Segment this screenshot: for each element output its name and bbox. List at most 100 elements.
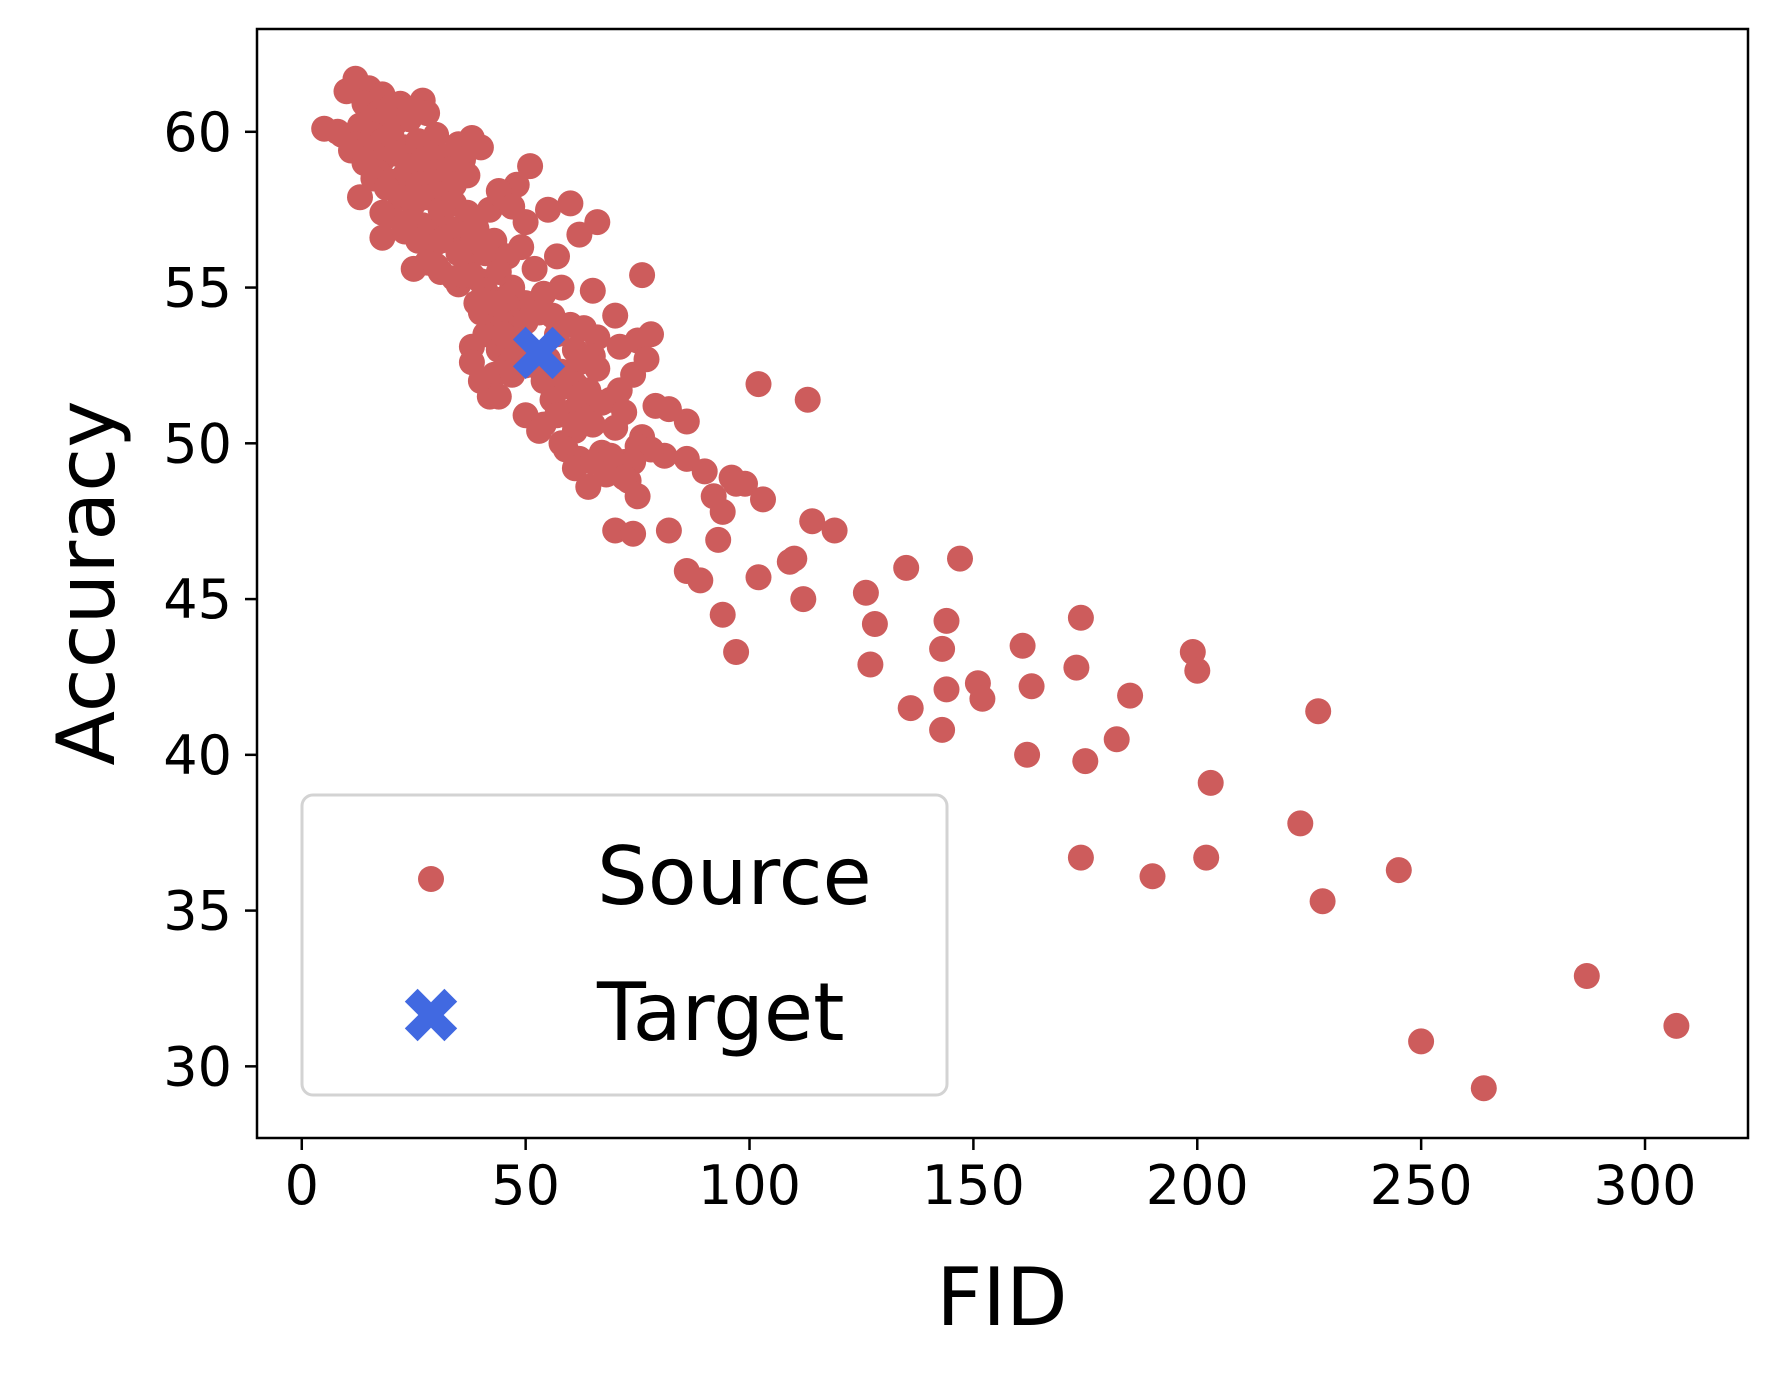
source-point [1067,604,1094,631]
source-point [633,346,660,373]
source-point [624,483,651,510]
source-point [620,520,647,547]
source-point [423,252,450,279]
source-point [691,458,718,485]
x-axis-title: FID [936,1251,1067,1344]
x-tick-label: 50 [491,1154,560,1217]
source-point [776,548,803,575]
y-tick-label: 45 [163,568,232,631]
source-point [535,196,561,223]
source-point [969,685,996,712]
source-point [517,153,544,180]
source-point [933,676,960,703]
source-point [929,635,956,662]
x-tick-label: 150 [922,1154,1025,1217]
points-layer [311,65,1690,1102]
source-point [745,564,772,591]
x-tick-label: 100 [698,1154,801,1217]
source-point [1139,863,1166,890]
source-point [1385,857,1412,884]
source-point [790,586,817,613]
x-tick-label: 250 [1370,1154,1473,1217]
legend: Source Target [300,793,949,1097]
y-tick-label: 40 [163,724,232,787]
source-point [450,262,476,289]
source-point [512,209,539,236]
source-point [584,209,611,236]
source-point [1573,963,1600,989]
source-point [1305,698,1332,725]
source-point [709,601,736,628]
source-point [481,290,508,317]
source-point [369,224,396,251]
source-point [454,162,481,189]
y-tick-label: 55 [163,257,232,320]
source-point [799,508,826,535]
source-point [575,377,602,404]
target-point [512,326,566,380]
source-point [861,611,888,637]
source-point [857,651,884,678]
y-axis-title: Accuracy [40,400,133,765]
source-point [602,414,629,441]
source-point [1018,673,1045,700]
source-point [544,243,570,270]
source-point [1184,657,1211,684]
source-point [611,464,638,491]
source-point [687,567,714,594]
source-point [508,234,535,261]
y-tick-label: 35 [163,880,232,943]
y-tick-label: 60 [163,101,232,164]
legend-target-label: Target [596,966,845,1059]
y-tick-label: 50 [163,412,232,475]
source-point [1072,748,1099,775]
source-point [638,321,664,348]
source-point [705,526,732,553]
source-point [947,545,973,572]
y-axis-ticks: 30 35 40 45 50 55 60 [163,101,257,1098]
plot-frame [255,27,1750,1140]
source-point [745,371,772,398]
x-tick-label: 0 [285,1154,319,1217]
source-point [1470,1075,1497,1102]
source-point [557,190,584,217]
source-point [709,498,736,525]
x-tick-label: 200 [1146,1154,1249,1217]
source-point [521,255,548,282]
source-point [1063,654,1090,681]
x-tick-label: 300 [1593,1154,1696,1217]
legend-source-marker [418,866,444,892]
source-point [414,100,441,127]
source-point [445,240,472,267]
legend-source-label: Source [597,830,872,923]
source-point [821,517,848,544]
source-point [933,607,960,634]
source-point [723,639,750,665]
y-tick-label: 30 [163,1035,232,1098]
source-point [1009,632,1036,659]
source-point [929,716,956,743]
source-point [1067,844,1094,871]
source-point [579,411,606,438]
source-point [1309,888,1336,915]
source-point [526,417,553,444]
source-point [1117,682,1144,709]
source-point [893,554,920,581]
source-point [1287,810,1314,837]
source-point [584,355,611,382]
source-point [561,411,588,438]
source-point [655,396,682,423]
source-point [1197,769,1224,796]
source-point [579,277,606,304]
legend-box [300,793,949,1097]
source-point [369,199,396,226]
source-point [1408,1028,1435,1055]
source-point [347,184,373,211]
source-point [467,134,494,161]
source-point [794,386,821,413]
source-point [750,486,776,513]
source-point [1663,1012,1690,1039]
x-axis-ticks: 0 50 100 150 200 250 300 [285,1138,1697,1217]
source-point [732,470,758,497]
